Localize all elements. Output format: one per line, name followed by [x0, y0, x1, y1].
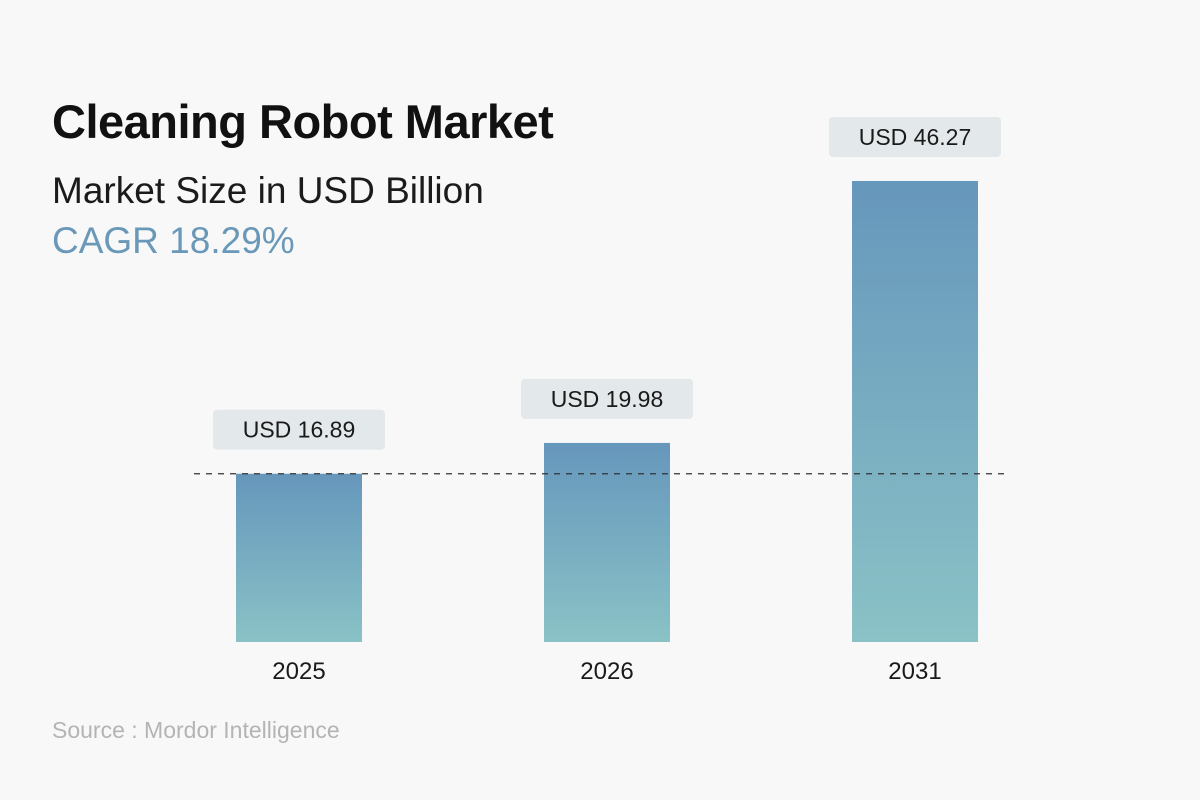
bars-layer — [236, 181, 978, 642]
chart-title: Cleaning Robot Market — [52, 95, 554, 148]
value-label-box-2026 — [521, 378, 693, 419]
value-label-2026: USD 19.98 — [551, 386, 664, 412]
value-label-box-2025 — [213, 409, 385, 450]
value-label-2031: USD 46.27 — [859, 124, 972, 150]
category-label-2031: 2031 — [888, 658, 941, 685]
value-label-box-2031 — [829, 117, 1001, 157]
bar-2031 — [852, 181, 978, 642]
source-note: Source : Mordor Intelligence — [52, 717, 340, 743]
category-label-2025: 2025 — [272, 658, 325, 685]
cagr-label: CAGR 18.29% — [52, 220, 295, 261]
chart-subtitle: Market Size in USD Billion — [52, 170, 484, 211]
bar-2025 — [236, 473, 362, 642]
category-label-2026: 2026 — [580, 658, 633, 685]
labels-layer: USD 16.89 2025 USD 19.98 2026 USD 46.27 2031 — [213, 117, 1001, 685]
bar-2026 — [544, 442, 670, 642]
value-label-2025: USD 16.89 — [243, 417, 356, 443]
